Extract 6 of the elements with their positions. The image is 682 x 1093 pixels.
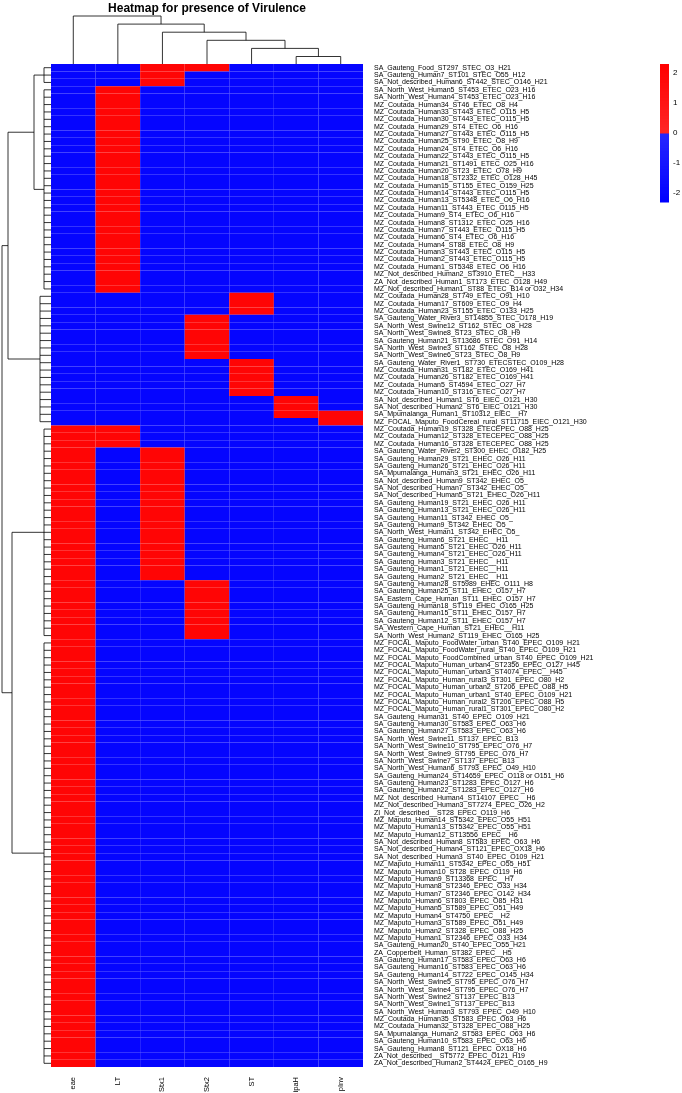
color-bar-label: 1 (673, 98, 678, 108)
color-bar-label: 2 (673, 68, 678, 78)
chart-title: Heatmap for presence of Virulence (108, 1, 307, 16)
color-bar-label: -2 (673, 188, 681, 198)
color-bar-label: -1 (673, 158, 681, 168)
color-bar-label: 0 (673, 128, 678, 138)
